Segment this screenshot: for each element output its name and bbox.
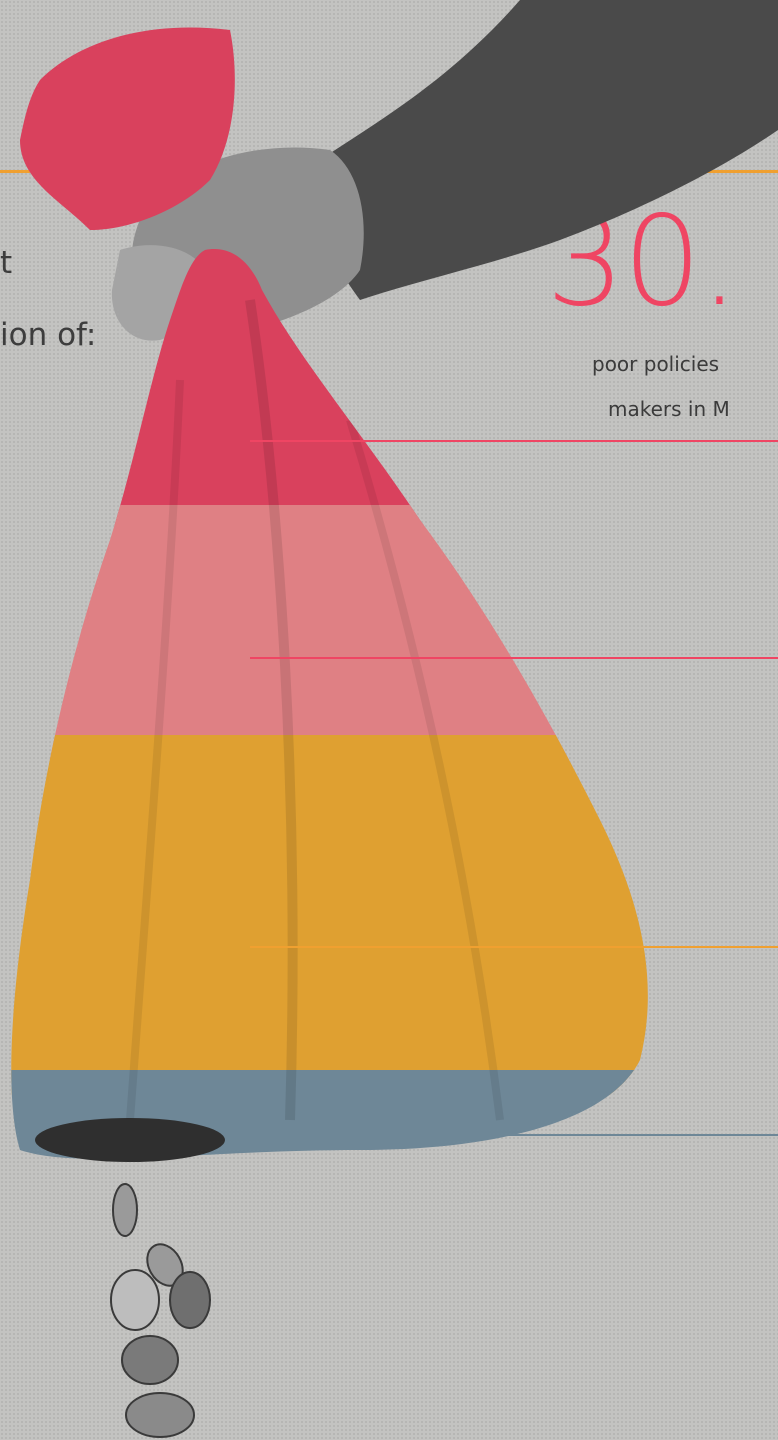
arm-shape	[313, 0, 778, 300]
leader-line-red	[250, 440, 778, 442]
bag-knot	[20, 27, 235, 230]
left-heading-line-1: t	[0, 245, 13, 281]
left-header-rule	[0, 170, 30, 173]
coin	[112, 1183, 138, 1237]
leader-line-slate	[250, 1134, 778, 1136]
coin	[121, 1335, 179, 1385]
stat-caption-line-1: poor policies	[592, 352, 720, 376]
leader-line-yellow	[250, 946, 778, 948]
leader-line-pink	[250, 657, 778, 659]
coin	[125, 1392, 195, 1438]
coin	[169, 1271, 211, 1329]
left-heading-line-2: ion of:	[0, 317, 97, 353]
bag-band-yellow	[11, 735, 648, 1095]
coin	[110, 1269, 160, 1331]
bag-hole	[35, 1118, 225, 1162]
bag-band-pink	[11, 505, 648, 760]
stat-caption-line-2: makers in M	[608, 397, 730, 421]
